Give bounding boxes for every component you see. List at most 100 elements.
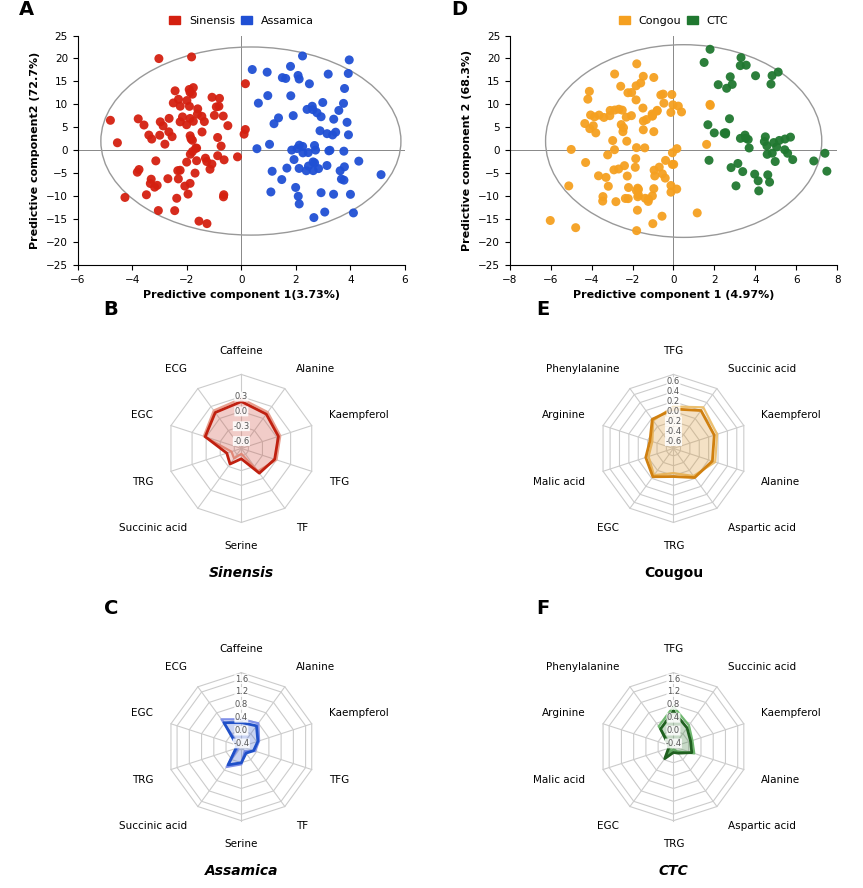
- Point: [703, 99, 717, 113]
- Point: [167, 96, 180, 110]
- Point: [702, 154, 716, 168]
- Text: TRG: TRG: [663, 839, 684, 849]
- Point: [619, 191, 633, 205]
- Text: Alanine: Alanine: [296, 662, 335, 672]
- Point: [137, 118, 151, 132]
- Point: [306, 102, 319, 116]
- Text: 0.4: 0.4: [667, 713, 680, 722]
- Text: TF: TF: [296, 523, 308, 534]
- Point: [665, 157, 679, 171]
- Point: [183, 99, 197, 114]
- Point: [595, 194, 609, 208]
- Point: [618, 159, 632, 173]
- Point: [608, 103, 621, 117]
- Point: [648, 169, 662, 183]
- Point: [251, 96, 265, 110]
- Text: TRG: TRG: [132, 775, 154, 785]
- Point: [614, 117, 628, 131]
- Text: 0.0: 0.0: [235, 407, 248, 416]
- Point: [631, 203, 645, 218]
- Point: [742, 141, 756, 155]
- Point: [291, 68, 305, 83]
- Point: [606, 133, 620, 147]
- Point: [639, 113, 653, 127]
- Point: [332, 103, 346, 117]
- Point: [306, 99, 319, 114]
- Point: [675, 105, 689, 119]
- Text: 0.6: 0.6: [667, 377, 680, 386]
- Point: [633, 75, 647, 90]
- Point: [375, 168, 388, 182]
- Text: -0.3: -0.3: [233, 422, 249, 431]
- Point: [168, 83, 182, 98]
- Point: [183, 129, 197, 143]
- Text: Kaempferol: Kaempferol: [330, 708, 389, 718]
- Point: [173, 99, 187, 114]
- Point: [203, 163, 217, 177]
- Point: [293, 138, 306, 152]
- Point: [148, 180, 161, 194]
- Text: Succinic acid: Succinic acid: [119, 523, 187, 534]
- Point: [238, 123, 252, 137]
- Point: [632, 187, 646, 202]
- Point: [752, 184, 765, 198]
- Text: -0.4: -0.4: [233, 739, 249, 748]
- Point: [210, 99, 224, 114]
- Point: [639, 191, 652, 205]
- Text: Kaempferol: Kaempferol: [761, 708, 822, 718]
- Text: Kaempferol: Kaempferol: [330, 410, 389, 420]
- Point: [320, 127, 334, 141]
- Text: Malic acid: Malic acid: [533, 477, 585, 487]
- Point: [191, 102, 205, 116]
- Point: [337, 82, 351, 96]
- Text: 0.0: 0.0: [667, 407, 680, 416]
- Point: [765, 146, 779, 160]
- Point: [180, 117, 193, 131]
- Point: [581, 92, 595, 107]
- Point: [765, 68, 779, 83]
- Point: [586, 119, 600, 133]
- Point: [569, 220, 583, 234]
- Point: [562, 178, 576, 193]
- Point: [761, 168, 775, 182]
- Point: [770, 139, 784, 154]
- Point: [205, 157, 219, 171]
- Point: [703, 43, 717, 57]
- Point: [651, 103, 665, 117]
- Point: [767, 136, 781, 150]
- Point: [760, 139, 774, 153]
- Point: [186, 115, 200, 129]
- Point: [620, 169, 634, 183]
- Point: [631, 190, 645, 204]
- Point: [217, 109, 230, 123]
- Point: [180, 93, 194, 107]
- Point: [636, 101, 650, 115]
- Point: [337, 144, 350, 158]
- Point: [299, 163, 313, 178]
- Point: [293, 197, 306, 211]
- Point: [564, 142, 578, 156]
- Point: [690, 206, 704, 220]
- Polygon shape: [205, 401, 279, 473]
- Point: [734, 131, 747, 146]
- Point: [636, 69, 650, 83]
- Point: [630, 184, 644, 198]
- Point: [154, 115, 167, 129]
- Point: [316, 95, 330, 109]
- Point: [621, 192, 635, 206]
- Point: [734, 59, 747, 73]
- Point: [104, 113, 117, 127]
- Point: [211, 131, 224, 145]
- Point: [583, 122, 596, 136]
- Point: [250, 141, 264, 155]
- Point: [609, 194, 623, 209]
- Point: [670, 141, 683, 155]
- Point: [175, 110, 189, 124]
- Point: [190, 141, 204, 155]
- Point: [162, 111, 176, 125]
- Text: 0.4: 0.4: [667, 387, 680, 396]
- Text: Arginine: Arginine: [542, 708, 585, 718]
- Point: [641, 194, 655, 209]
- Point: [287, 153, 301, 167]
- Text: Phenylalanine: Phenylalanine: [545, 662, 619, 672]
